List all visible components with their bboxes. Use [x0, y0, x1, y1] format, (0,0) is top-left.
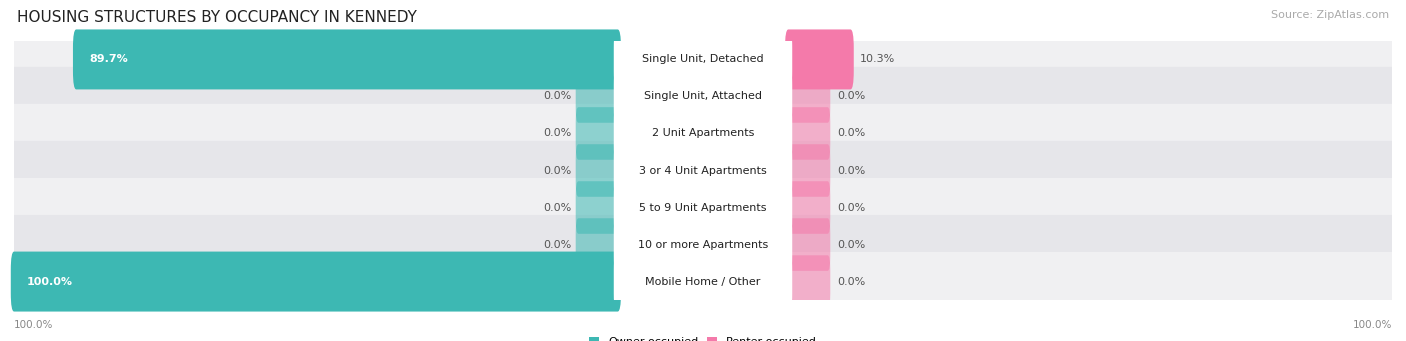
FancyBboxPatch shape	[13, 178, 1393, 237]
Text: 100.0%: 100.0%	[27, 277, 73, 286]
Text: Source: ZipAtlas.com: Source: ZipAtlas.com	[1271, 10, 1389, 20]
Text: 0.0%: 0.0%	[838, 239, 866, 250]
FancyBboxPatch shape	[575, 181, 620, 234]
FancyBboxPatch shape	[786, 144, 831, 197]
FancyBboxPatch shape	[786, 70, 831, 123]
Text: 3 or 4 Unit Apartments: 3 or 4 Unit Apartments	[640, 165, 766, 176]
Text: 89.7%: 89.7%	[90, 55, 128, 64]
FancyBboxPatch shape	[614, 248, 792, 315]
Legend: Owner-occupied, Renter-occupied: Owner-occupied, Renter-occupied	[585, 332, 821, 341]
Text: 0.0%: 0.0%	[838, 165, 866, 176]
FancyBboxPatch shape	[13, 104, 1393, 163]
FancyBboxPatch shape	[73, 29, 621, 89]
Text: 0.0%: 0.0%	[838, 91, 866, 102]
Text: HOUSING STRUCTURES BY OCCUPANCY IN KENNEDY: HOUSING STRUCTURES BY OCCUPANCY IN KENNE…	[17, 10, 416, 25]
FancyBboxPatch shape	[785, 29, 853, 89]
Text: 100.0%: 100.0%	[1353, 321, 1392, 330]
FancyBboxPatch shape	[614, 63, 792, 130]
FancyBboxPatch shape	[614, 26, 792, 93]
FancyBboxPatch shape	[614, 137, 792, 204]
FancyBboxPatch shape	[13, 252, 1393, 311]
Text: 0.0%: 0.0%	[544, 239, 572, 250]
Text: 10.3%: 10.3%	[860, 55, 896, 64]
FancyBboxPatch shape	[786, 181, 831, 234]
Text: 5 to 9 Unit Apartments: 5 to 9 Unit Apartments	[640, 203, 766, 212]
Text: 0.0%: 0.0%	[838, 277, 866, 286]
Text: 0.0%: 0.0%	[544, 129, 572, 138]
Text: Single Unit, Attached: Single Unit, Attached	[644, 91, 762, 102]
Text: 0.0%: 0.0%	[838, 129, 866, 138]
Text: 0.0%: 0.0%	[544, 165, 572, 176]
FancyBboxPatch shape	[614, 174, 792, 241]
FancyBboxPatch shape	[11, 252, 621, 312]
FancyBboxPatch shape	[786, 107, 831, 160]
FancyBboxPatch shape	[13, 67, 1393, 126]
Text: 0.0%: 0.0%	[544, 91, 572, 102]
FancyBboxPatch shape	[786, 218, 831, 271]
Text: 10 or more Apartments: 10 or more Apartments	[638, 239, 768, 250]
Text: 100.0%: 100.0%	[14, 321, 53, 330]
FancyBboxPatch shape	[575, 107, 620, 160]
Text: Single Unit, Detached: Single Unit, Detached	[643, 55, 763, 64]
FancyBboxPatch shape	[575, 70, 620, 123]
FancyBboxPatch shape	[575, 144, 620, 197]
FancyBboxPatch shape	[13, 141, 1393, 200]
FancyBboxPatch shape	[13, 215, 1393, 274]
Text: 0.0%: 0.0%	[544, 203, 572, 212]
FancyBboxPatch shape	[614, 100, 792, 167]
Text: Mobile Home / Other: Mobile Home / Other	[645, 277, 761, 286]
FancyBboxPatch shape	[575, 218, 620, 271]
FancyBboxPatch shape	[13, 30, 1393, 89]
Text: 2 Unit Apartments: 2 Unit Apartments	[652, 129, 754, 138]
FancyBboxPatch shape	[786, 255, 831, 308]
FancyBboxPatch shape	[614, 211, 792, 278]
Text: 0.0%: 0.0%	[838, 203, 866, 212]
